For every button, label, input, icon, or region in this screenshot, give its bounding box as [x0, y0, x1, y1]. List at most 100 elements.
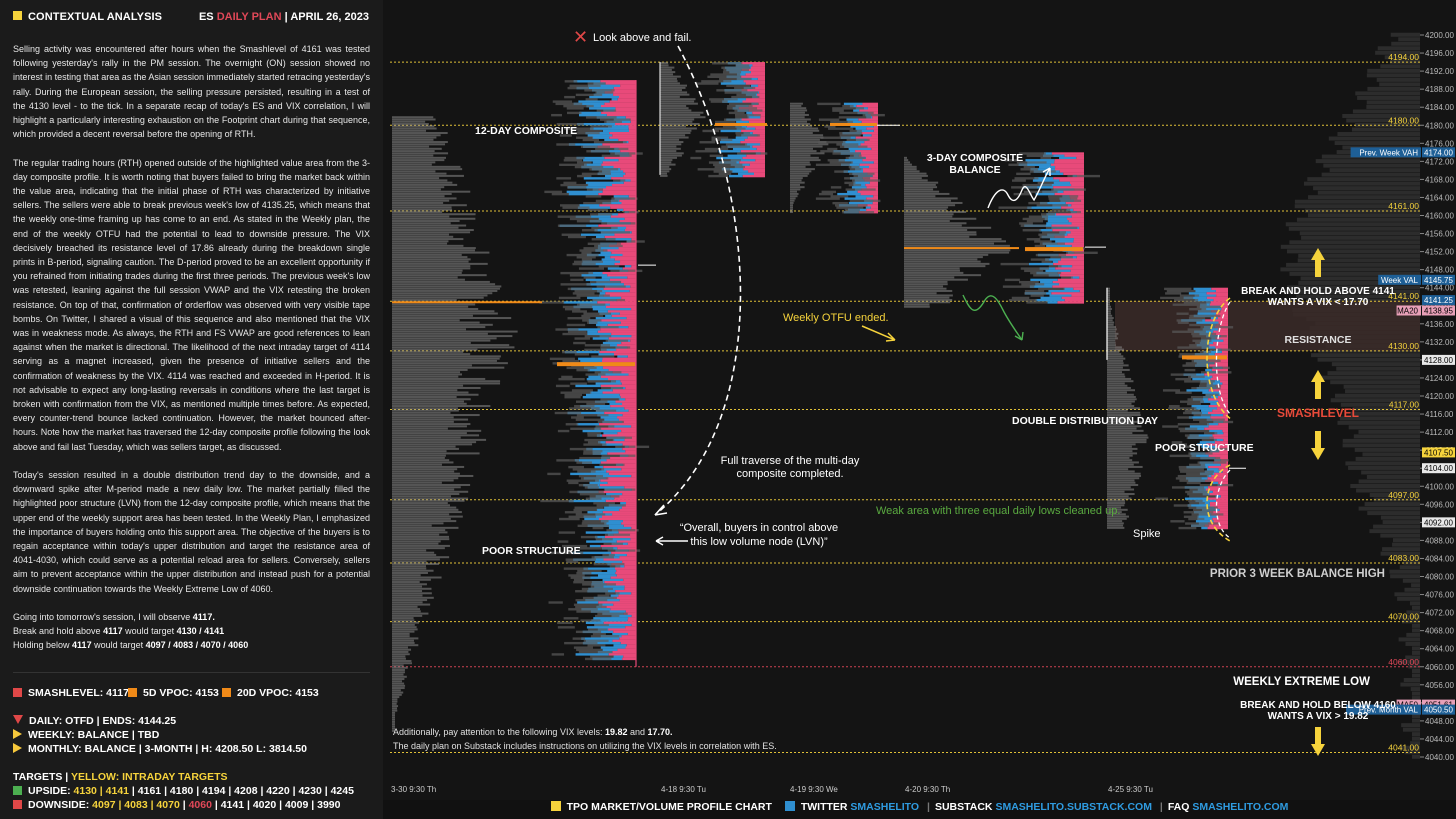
tpo-letters — [392, 490, 469, 493]
volume-bar-gray — [1191, 386, 1221, 390]
volume-bar-gray — [1026, 301, 1048, 304]
tpo-letters — [392, 585, 423, 588]
volume-bar-buy — [594, 560, 623, 564]
volume-bar-gray — [707, 75, 742, 79]
tpo-letters — [790, 161, 810, 164]
volume-bar-sell — [602, 161, 636, 164]
tpo-letters — [392, 192, 452, 195]
volume-bar-gray — [551, 653, 565, 656]
tpo-letters — [904, 170, 920, 173]
volume-bar — [1328, 136, 1420, 141]
volume-bar-gray — [1051, 208, 1071, 212]
volume-bar-sell — [612, 389, 636, 392]
volume-bar-buy — [1199, 441, 1215, 444]
volume-bar-sell — [1057, 242, 1084, 245]
volume-bar-gray — [574, 353, 590, 356]
faq-link[interactable]: SMASHELITO.COM — [1192, 801, 1289, 813]
volume-bar-buy — [600, 646, 626, 649]
volume-bar-sell — [625, 646, 636, 649]
volume-bar-gray — [724, 159, 741, 162]
volume-bar-gray — [1171, 486, 1205, 489]
tpo-letters — [392, 538, 450, 541]
tpo-letters — [392, 727, 395, 730]
volume-bar-gray — [583, 276, 596, 279]
volume-bar-gray — [601, 454, 637, 458]
tpo-letters — [904, 265, 986, 268]
volume-bar-gray — [577, 524, 610, 528]
volume-bar — [1380, 515, 1420, 520]
tpo-letters — [392, 400, 464, 403]
volume-bar — [1394, 592, 1420, 597]
volume-bar-sell — [1206, 497, 1228, 500]
volume-bar — [1380, 533, 1420, 538]
volume-bar-gray — [1024, 269, 1044, 273]
volume-bar-sell — [1207, 477, 1228, 480]
volume-bar-sell — [608, 472, 636, 476]
volume-bar-gray — [695, 150, 718, 153]
volume-bar-gray — [1040, 156, 1052, 160]
volume-bar-buy — [853, 109, 860, 112]
twitter-link[interactable]: SMASHELITO — [850, 801, 920, 813]
tpo-letters — [392, 493, 460, 496]
downside-targets: DOWNSIDE: 4097 | 4083 | 4070 | 4060 | 41… — [13, 799, 340, 811]
volume-bar-buy — [738, 172, 754, 176]
volume-bar-sell — [600, 319, 636, 322]
volume-bar-buy — [600, 251, 612, 254]
volume-bar-gray — [851, 179, 881, 182]
volume-bar-sell — [627, 346, 636, 349]
tpo-letters — [660, 64, 669, 67]
volume-bar-sell — [623, 655, 636, 658]
volume-bar-sell — [1073, 208, 1084, 212]
tpo-letters — [1107, 373, 1125, 376]
volume-bar-sell — [758, 102, 765, 106]
level-label: 4141.00 — [1388, 291, 1419, 301]
volume-bar-sell — [601, 359, 636, 363]
volume-bar — [1297, 258, 1420, 263]
volume-bar-gray — [824, 125, 836, 128]
volume-bar-gray — [1170, 520, 1185, 523]
substack-link[interactable]: SMASHELITO.SUBSTACK.COM — [995, 801, 1152, 813]
volume-bar-gray — [1172, 303, 1207, 306]
volume-bar-gray — [1019, 222, 1033, 225]
volume-bar-sell — [631, 335, 636, 338]
volume-bar-buy — [596, 474, 632, 478]
tpo-letters — [1107, 398, 1137, 401]
tpo-letters — [904, 226, 992, 229]
volume-bar-sell — [860, 192, 878, 196]
volume-bar-sell — [607, 274, 636, 277]
volume-bar-gray — [853, 174, 873, 178]
volume-bar-buy — [592, 161, 603, 164]
volume-bar-sell — [604, 156, 636, 160]
volume-bar-buy — [1030, 278, 1058, 282]
tpo-letters — [392, 508, 459, 511]
axis-tick-label: 4132.00 — [1425, 338, 1454, 347]
volume-bar-gray — [584, 89, 615, 92]
volume-bar-gray — [577, 129, 603, 133]
volume-bar-gray — [1199, 382, 1213, 385]
volume-bar-gray — [842, 104, 854, 108]
volume-bar-gray — [1176, 319, 1203, 322]
tpo-letters — [392, 337, 497, 340]
down-triangle-icon — [13, 715, 23, 724]
volume-bar-sell — [757, 77, 765, 81]
volume-bar-gray — [709, 154, 724, 157]
volume-bar-sell — [620, 260, 636, 264]
volume-bar-buy — [1049, 238, 1074, 241]
tpo-letters — [392, 165, 461, 168]
volume-bar-sell — [1064, 298, 1084, 302]
volume-bar — [1409, 601, 1420, 606]
volume-bar-sell — [625, 172, 636, 176]
volume-bar-gray — [849, 172, 875, 176]
tpo-letters — [904, 201, 963, 204]
volume-bar-gray — [1179, 429, 1210, 433]
tpo-letters — [392, 350, 464, 353]
volume-bar-gray — [849, 129, 862, 133]
volume-bar-sell — [621, 468, 636, 471]
volume-bar-buy — [1039, 201, 1066, 205]
volume-bar-sell — [617, 547, 636, 550]
volume-bar-gray — [610, 269, 643, 273]
volume-bar-buy — [602, 341, 622, 345]
volume-bar-gray — [1191, 332, 1217, 336]
tpo-letters — [392, 285, 502, 288]
volume-bar-sell — [859, 109, 878, 112]
